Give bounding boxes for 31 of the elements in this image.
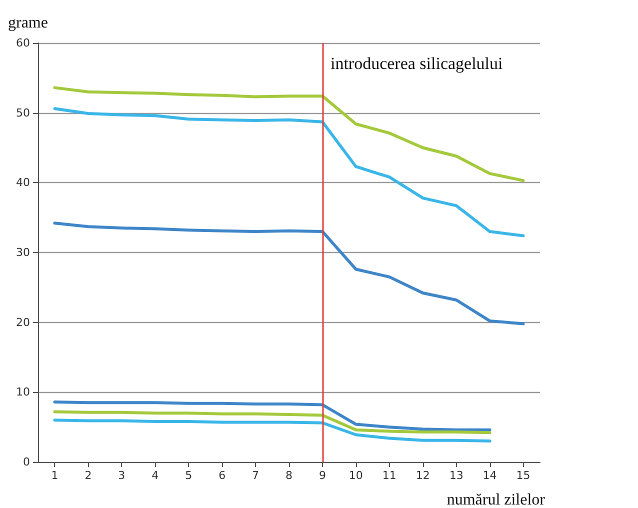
x-tick-label: 6 xyxy=(218,469,226,482)
line-series xyxy=(53,107,525,238)
x-tick-label: 14 xyxy=(482,469,497,482)
x-tick-label: 7 xyxy=(252,469,260,482)
y-tick-label: 40 xyxy=(16,176,30,190)
x-tick-label: 13 xyxy=(449,469,464,482)
x-tick-label: 2 xyxy=(84,469,92,482)
line-series xyxy=(53,410,492,434)
x-tick-label: 5 xyxy=(185,469,192,482)
line-series xyxy=(53,418,492,443)
y-axis-title: grame xyxy=(8,14,48,32)
x-tick-label: 3 xyxy=(118,469,126,482)
x-axis-title: numărul zilelor xyxy=(446,492,546,508)
line-series xyxy=(53,400,492,432)
x-tick-label: 9 xyxy=(318,469,326,482)
y-tick-label: 0 xyxy=(23,456,30,468)
y-tick-label: 10 xyxy=(16,386,30,399)
line-series xyxy=(53,222,525,326)
x-tick-label: 8 xyxy=(286,469,292,482)
y-tick-label: 50 xyxy=(16,106,30,120)
x-tick-label: 12 xyxy=(416,469,430,482)
x-tick-label: 15 xyxy=(516,469,530,482)
line-series xyxy=(53,86,525,182)
y-tick-label: 60 xyxy=(16,36,30,50)
x-tick-label: 4 xyxy=(152,469,159,482)
y-tick-label: 20 xyxy=(16,316,30,329)
x-tick-label: 11 xyxy=(382,469,396,482)
y-tick-label: 30 xyxy=(16,246,30,259)
x-tick-label: 1 xyxy=(51,469,58,482)
ref-line-label: introducerea silicagelului xyxy=(330,54,504,73)
x-tick-label: 10 xyxy=(348,469,363,482)
